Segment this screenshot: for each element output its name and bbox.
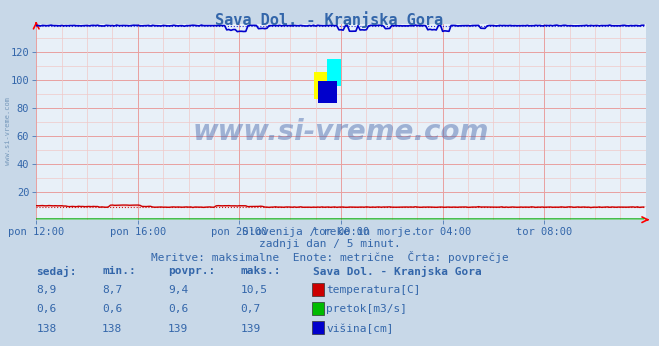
Text: zadnji dan / 5 minut.: zadnji dan / 5 minut. xyxy=(258,239,401,249)
Text: povpr.:: povpr.: xyxy=(168,266,215,276)
Text: višina[cm]: višina[cm] xyxy=(326,324,393,334)
Text: 138: 138 xyxy=(36,324,57,334)
Text: 0,6: 0,6 xyxy=(36,304,57,315)
Text: 8,9: 8,9 xyxy=(36,285,57,295)
Text: 9,4: 9,4 xyxy=(168,285,188,295)
Text: www.si-vreme.com: www.si-vreme.com xyxy=(5,98,11,165)
Text: 8,7: 8,7 xyxy=(102,285,123,295)
Text: 138: 138 xyxy=(102,324,123,334)
Text: maks.:: maks.: xyxy=(241,266,281,276)
Text: www.si-vreme.com: www.si-vreme.com xyxy=(193,118,489,146)
FancyBboxPatch shape xyxy=(314,72,328,99)
Text: sedaj:: sedaj: xyxy=(36,266,76,277)
Text: 0,7: 0,7 xyxy=(241,304,261,315)
Text: 139: 139 xyxy=(241,324,261,334)
Text: Meritve: maksimalne  Enote: metrične  Črta: povprečje: Meritve: maksimalne Enote: metrične Črta… xyxy=(151,251,508,263)
Text: min.:: min.: xyxy=(102,266,136,276)
FancyBboxPatch shape xyxy=(318,81,337,103)
Text: 139: 139 xyxy=(168,324,188,334)
Text: 0,6: 0,6 xyxy=(102,304,123,315)
Text: pretok[m3/s]: pretok[m3/s] xyxy=(326,304,407,315)
Text: Sava Dol. - Kranjska Gora: Sava Dol. - Kranjska Gora xyxy=(215,11,444,28)
Text: Sava Dol. - Kranjska Gora: Sava Dol. - Kranjska Gora xyxy=(313,266,482,277)
FancyBboxPatch shape xyxy=(328,60,341,86)
Text: Slovenija / reke in morje.: Slovenija / reke in morje. xyxy=(242,227,417,237)
Text: temperatura[C]: temperatura[C] xyxy=(326,285,420,295)
Text: 0,6: 0,6 xyxy=(168,304,188,315)
Text: 10,5: 10,5 xyxy=(241,285,268,295)
